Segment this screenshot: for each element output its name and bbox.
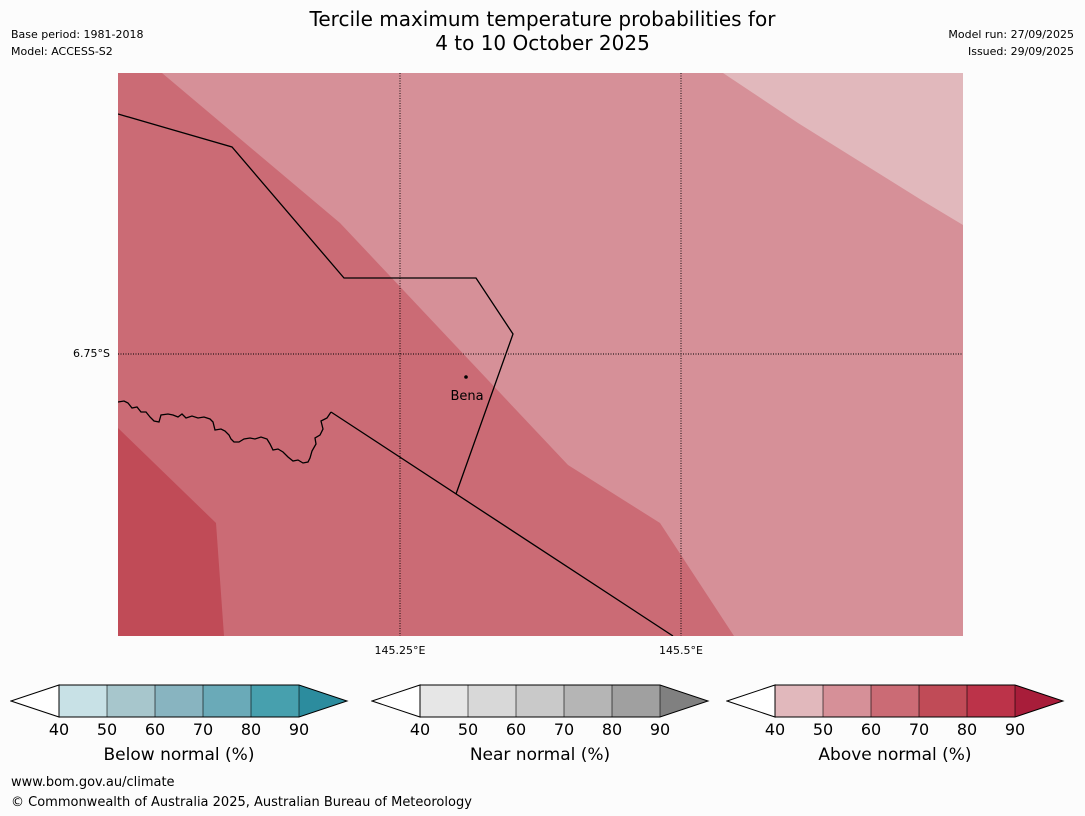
colorbar-near-tick: 70 bbox=[553, 720, 575, 739]
title-line-2: 4 to 10 October 2025 bbox=[435, 31, 650, 55]
colorbar-above-bin bbox=[775, 685, 823, 717]
colorbar-above-overflow bbox=[1015, 685, 1063, 717]
issued-date: Issued: 29/09/2025 bbox=[967, 45, 1074, 58]
colorbar-above-tick: 90 bbox=[1004, 720, 1026, 739]
colorbar-above-bin bbox=[919, 685, 967, 717]
zone-40-50 bbox=[723, 73, 963, 225]
colorbar-near-bin bbox=[468, 685, 516, 717]
colorbar-above-bin bbox=[967, 685, 1015, 717]
colorbar-below-tick: 60 bbox=[144, 720, 166, 739]
colorbar-above-tick: 60 bbox=[860, 720, 882, 739]
colorbar-below-bin bbox=[203, 685, 251, 717]
colorbar-near-overflow bbox=[660, 685, 708, 717]
colorbar-below-underflow bbox=[10, 684, 60, 718]
base-period: Base period: 1981-2018 bbox=[11, 28, 144, 41]
province-boundary-south bbox=[330, 411, 674, 636]
colorbar-near-bin bbox=[612, 685, 660, 717]
model-run: Model run: 27/09/2025 bbox=[948, 28, 1074, 41]
colorbar-below-tick: 80 bbox=[240, 720, 262, 739]
footer-url[interactable]: www.bom.gov.au/climate bbox=[11, 775, 175, 790]
colorbar-below-overflow bbox=[299, 685, 347, 717]
colorbar-below-tick: 90 bbox=[288, 720, 310, 739]
river-line bbox=[118, 400, 332, 464]
colorbar-near-tick: 50 bbox=[457, 720, 479, 739]
colorbar-below-tick: 50 bbox=[96, 720, 118, 739]
colorbar-above-tick: 50 bbox=[812, 720, 834, 739]
province-boundary-north bbox=[118, 113, 514, 495]
colorbar-near-underflow bbox=[371, 684, 421, 718]
meta-right: Model run: 27/09/2025 Issued: 29/09/2025 bbox=[948, 26, 1074, 60]
colorbar-near-label: Near normal (%) bbox=[469, 745, 611, 765]
colorbar-above-underflow bbox=[726, 684, 776, 718]
colorbar-above bbox=[726, 684, 1065, 718]
colorbar-above-bin bbox=[823, 685, 871, 717]
meta-left: Base period: 1981-2018 Model: ACCESS-S2 bbox=[11, 26, 143, 60]
colorbar-near-bin bbox=[420, 685, 468, 717]
colorbar-below-tick: 40 bbox=[48, 720, 70, 739]
colorbar-below-bin bbox=[59, 685, 107, 717]
colorbar-near bbox=[371, 684, 710, 718]
town-marker bbox=[464, 375, 468, 379]
title-line-1: Tercile maximum temperature probabilitie… bbox=[309, 7, 776, 31]
zone-70-80 bbox=[118, 428, 224, 636]
colorbar-below bbox=[10, 684, 349, 718]
footer-copyright: © Commonwealth of Australia 2025, Austra… bbox=[11, 795, 472, 810]
lon-label-145-5: 145.5°E bbox=[659, 644, 703, 657]
zone-60-70 bbox=[118, 73, 734, 636]
colorbar-below-label: Below normal (%) bbox=[103, 745, 255, 765]
colorbar-above-bin bbox=[871, 685, 919, 717]
colorbar-below-bin bbox=[107, 685, 155, 717]
colorbar-above-label: Above normal (%) bbox=[818, 745, 972, 765]
model-name: Model: ACCESS-S2 bbox=[11, 45, 113, 58]
lat-label: 6.75°S bbox=[73, 347, 110, 360]
colorbar-near-bin bbox=[516, 685, 564, 717]
colorbar-below-bin bbox=[155, 685, 203, 717]
colorbar-near-tick: 80 bbox=[601, 720, 623, 739]
colorbar-near-bin bbox=[564, 685, 612, 717]
colorbar-above-tick: 80 bbox=[956, 720, 978, 739]
colorbar-near-tick: 90 bbox=[649, 720, 671, 739]
colorbar-above-tick: 40 bbox=[764, 720, 786, 739]
probability-map: Bena bbox=[118, 73, 963, 636]
colorbar-near-tick: 60 bbox=[505, 720, 527, 739]
colorbar-below-bin bbox=[251, 685, 299, 717]
town-label: Bena bbox=[450, 389, 483, 404]
colorbar-near-tick: 40 bbox=[409, 720, 431, 739]
chart-title: Tercile maximum temperature probabilitie… bbox=[0, 7, 1085, 55]
colorbar-above-tick: 70 bbox=[908, 720, 930, 739]
colorbar-below-tick: 70 bbox=[192, 720, 214, 739]
lon-label-145-25: 145.25°E bbox=[374, 644, 426, 657]
